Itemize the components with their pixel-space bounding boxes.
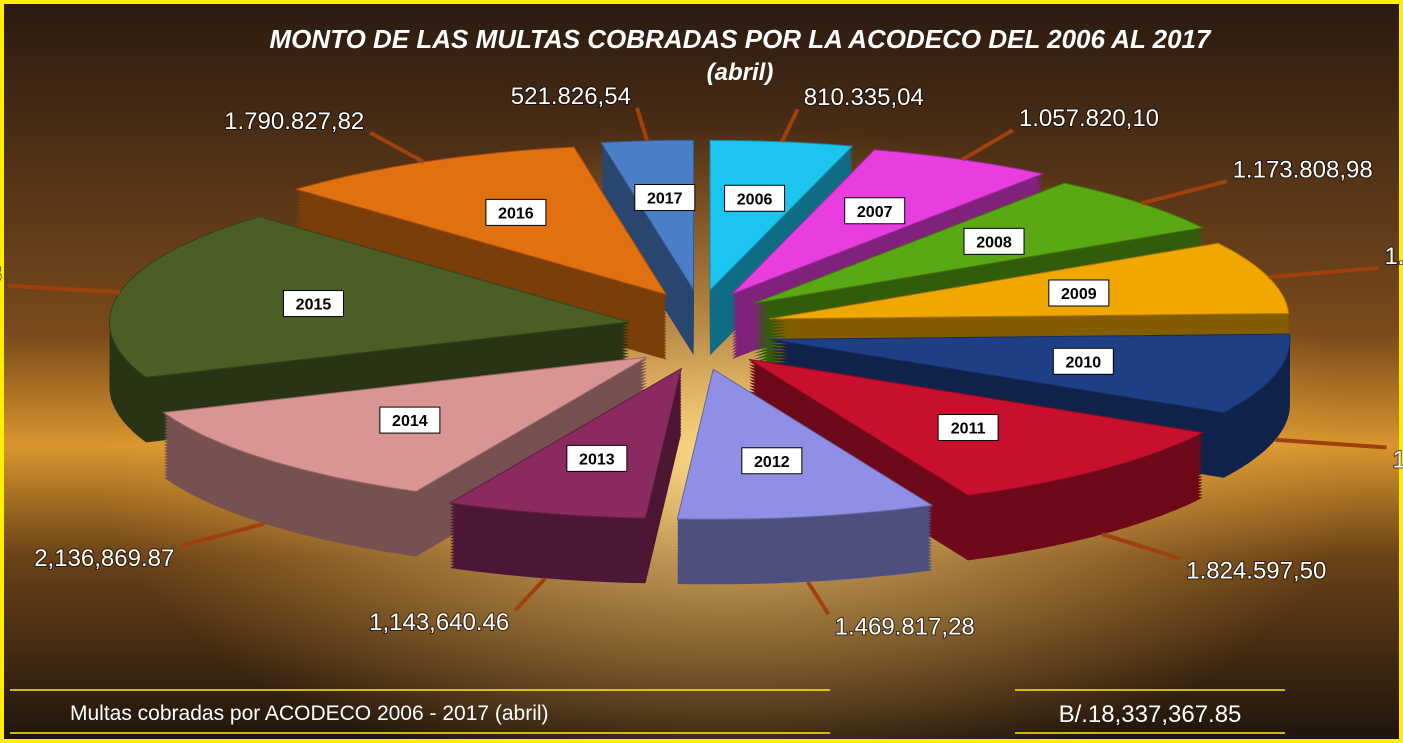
value-label: 1.057.820,10 (1019, 105, 1159, 132)
category-text: 2013 (579, 451, 615, 468)
category-text: 2008 (976, 234, 1012, 251)
category-label: 2016 (486, 199, 546, 225)
category-text: 2011 (951, 421, 986, 438)
value-label: 1.790.827,82 (224, 108, 364, 135)
category-label: 2006 (725, 185, 785, 211)
category-label: 2011 (938, 415, 998, 441)
category-text: 2006 (737, 191, 773, 208)
value-label: 1.469.817,28 (835, 613, 975, 640)
value-label: 3.375.070,68 (0, 261, 2, 288)
category-label: 2013 (567, 445, 627, 471)
value-label: 1.173.808,98 (1233, 156, 1373, 183)
value-label: 810.335,04 (804, 84, 924, 111)
chart-title: MONTO DE LAS MULTAS COBRADAS POR LA ACOD… (270, 24, 1212, 54)
category-label: 2012 (742, 448, 802, 474)
value-label: 1.824.597,50 (1186, 558, 1326, 585)
chart-subtitle: (abril) (707, 59, 774, 86)
category-text: 2012 (754, 454, 790, 471)
category-text: 2016 (498, 205, 534, 222)
value-label: 1.594.068,38 (1393, 446, 1403, 473)
total: B/.18,337,367.85 (1059, 701, 1242, 728)
category-text: 2015 (296, 297, 332, 314)
value-label: 2,136,869.87 (34, 545, 174, 572)
category-label: 2009 (1049, 280, 1109, 306)
category-label: 2010 (1053, 348, 1113, 374)
category-text: 2009 (1061, 286, 1097, 303)
footer-caption: Multas cobradas por ACODECO 2006 - 2017 … (70, 702, 549, 725)
category-text: 2017 (647, 191, 683, 208)
category-text: 2014 (392, 413, 428, 430)
value-label: 1,143,640.46 (369, 609, 509, 636)
category-text: 2007 (857, 204, 893, 221)
value-label: 521.826,54 (511, 83, 631, 110)
category-label: 2017 (635, 185, 695, 211)
value-label: 1.438.685,20 (1384, 243, 1403, 270)
category-label: 2008 (964, 228, 1024, 254)
category-text: 2010 (1066, 354, 1102, 371)
category-label: 2007 (845, 198, 905, 224)
category-label: 2015 (283, 291, 343, 317)
chart: MONTO DE LAS MULTAS COBRADAS POR LA ACOD… (0, 0, 1403, 743)
category-label: 2014 (380, 407, 440, 433)
